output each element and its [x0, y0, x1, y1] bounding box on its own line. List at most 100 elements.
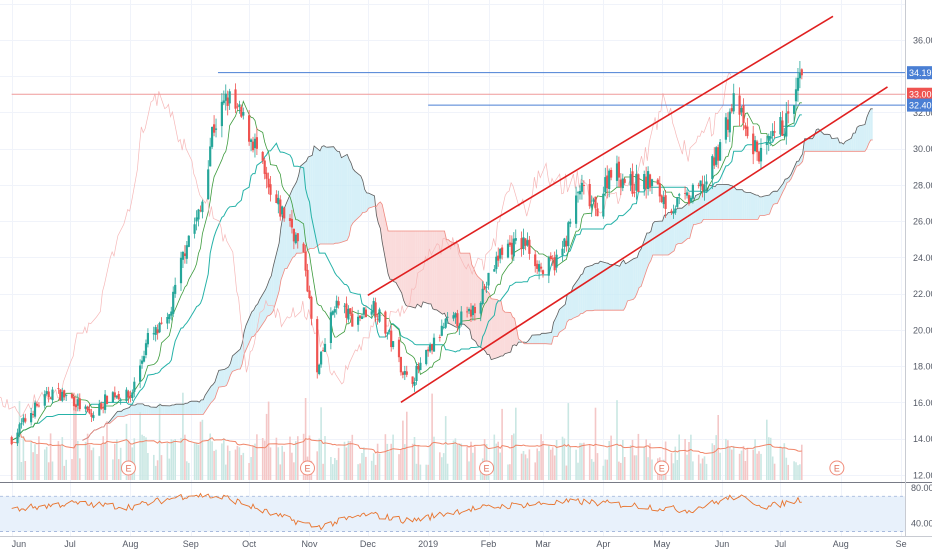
cloud-segment-73 [281, 215, 283, 280]
cloud-segment-14 [119, 411, 122, 417]
cloud-segment-232 [715, 184, 717, 220]
candlesticks[interactable] [10, 60, 803, 447]
volume-bar-176 [493, 434, 496, 480]
candle-body-24 [76, 399, 79, 406]
volume-bar-134 [376, 443, 379, 480]
volume-bar-251 [697, 454, 700, 480]
cloud-segment-225 [693, 195, 696, 225]
volume-bar-96 [275, 437, 278, 480]
volume-bar-199 [553, 455, 556, 480]
cloud-segment-104 [364, 189, 367, 213]
volume-bar-267 [740, 450, 743, 480]
cloud-segment-21 [137, 403, 143, 415]
cloud-segment-172 [551, 322, 554, 345]
cloud-segment-188 [594, 263, 597, 311]
volume-bar-26 [84, 441, 87, 480]
volume-bar-45 [133, 438, 136, 480]
candle-body-124 [349, 308, 352, 314]
cloud-segment-243 [744, 191, 747, 220]
cloud-segment-88 [321, 145, 324, 245]
candle-body-161 [452, 315, 455, 319]
y-tick-6: 24.00 [913, 253, 932, 263]
candle-body-171 [479, 302, 482, 314]
cloud-segment-130 [434, 230, 437, 310]
volume-bar-284 [785, 457, 788, 480]
volume-bar-164 [458, 444, 461, 480]
earnings-label-2: E [484, 464, 490, 474]
cloud-segment-171 [545, 332, 552, 345]
price-label-0: 34.19 [909, 68, 932, 78]
cloud-segment-170 [543, 333, 546, 344]
volume-bar-100 [283, 451, 285, 480]
earnings-marker-2 [479, 460, 495, 476]
volume-bar-153 [429, 445, 431, 480]
volume-bar-160 [446, 463, 449, 480]
y-tick-2: 16.00 [913, 398, 932, 408]
candle-body-250 [691, 184, 694, 199]
cloud-segment-91 [327, 146, 334, 245]
candle-body-269 [744, 125, 747, 129]
tenkan-line [11, 100, 802, 441]
volume-bar-260 [719, 452, 721, 480]
candle-body-82 [236, 106, 239, 108]
candle-body-272 [754, 140, 757, 151]
cloud-segment-202 [633, 258, 636, 300]
candle-body-261 [724, 117, 727, 140]
x-tick-14: Aug [833, 539, 849, 549]
candle-body-284 [785, 113, 788, 137]
cloud-segment-276 [831, 137, 838, 152]
candle-body-66 [193, 224, 196, 234]
candle-body-91 [261, 152, 264, 161]
candle-body-139 [390, 330, 393, 348]
cloud-segment-39 [187, 401, 190, 415]
candle-body-29 [90, 413, 93, 417]
candle-body-179 [499, 248, 502, 259]
volume-bar-234 [649, 443, 651, 480]
y-tick-8: 28.00 [913, 180, 932, 190]
volume-bar-4 [22, 436, 25, 480]
volume-bar-183 [511, 435, 513, 480]
candle-body-71 [207, 169, 210, 200]
volume-bar-178 [497, 441, 499, 480]
candle-body-256 [711, 156, 714, 180]
candle-body-266 [738, 95, 741, 115]
cloud-segment-255 [775, 191, 778, 204]
candle-body-106 [302, 243, 305, 253]
volume-bar-196 [548, 445, 550, 480]
volume-bar-37 [114, 443, 116, 480]
candle-body-225 [623, 179, 626, 183]
cloud-segment-53 [226, 367, 229, 386]
cloud-segment-55 [230, 355, 233, 376]
candle-body-243 [674, 208, 677, 213]
candle-body-32 [100, 403, 103, 409]
volume-bar-162 [454, 438, 457, 480]
candle-body-96 [275, 194, 278, 203]
candle-body-4 [22, 417, 25, 423]
candle-body-1 [16, 432, 19, 444]
time-axis[interactable]: Jun Jul Aug Sep Oct Nov Dec 2019 Feb Mar Apr May Jun… [12, 539, 907, 549]
volume-bar-197 [550, 449, 552, 480]
volume-bar-22 [73, 407, 75, 480]
cloud-segment-138 [458, 244, 461, 327]
candle-body-286 [793, 105, 796, 114]
volume-bar-244 [676, 460, 679, 480]
candle-body-215 [596, 208, 599, 217]
volume-bar-50 [147, 453, 149, 480]
volume-bar-265 [732, 445, 735, 480]
cloud-segment-203 [635, 257, 638, 298]
x-tick-11: May [653, 539, 671, 549]
candle-body-134 [376, 318, 379, 320]
candle-body-41 [125, 389, 128, 401]
candle-body-156 [438, 337, 441, 338]
volume-bar-218 [606, 459, 608, 480]
volume-bar-279 [771, 456, 774, 480]
cloud-segment-234 [718, 184, 721, 220]
volume-bar-24 [77, 440, 79, 480]
trend-channel[interactable] [367, 15, 888, 403]
volume-bar-80 [228, 450, 231, 480]
volume-bar-122 [345, 447, 348, 480]
candle-body-184 [512, 238, 515, 257]
cloud-segment-108 [376, 203, 379, 224]
